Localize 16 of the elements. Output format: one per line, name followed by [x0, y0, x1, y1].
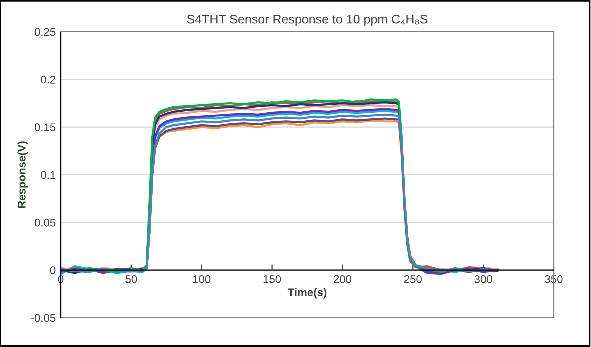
y-tick-label: 0.1 [41, 171, 56, 180]
y-tick-label: 0.2 [41, 76, 56, 84]
chart-title: S4THT Sensor Response to 10 ppm C₄H₈S [187, 14, 428, 26]
y-tick-label: 0.15 [34, 124, 56, 132]
x-tick-label: 150 [264, 275, 282, 284]
x-tick-label: 200 [334, 275, 352, 284]
x-axis-title: Time(s) [288, 288, 327, 299]
x-tick-label: 300 [474, 275, 492, 284]
x-tick-label: 250 [404, 275, 422, 284]
y-tick-label: 0.05 [34, 218, 56, 227]
y-tick-label: -0.05 [31, 314, 56, 322]
y-tick-label: 0 [50, 266, 56, 274]
y-tick-label: 0.25 [34, 28, 56, 36]
x-tick-label: 50 [126, 275, 138, 284]
y-axis-title: Response(V) [18, 142, 28, 208]
x-tick-label: 100 [193, 275, 211, 284]
